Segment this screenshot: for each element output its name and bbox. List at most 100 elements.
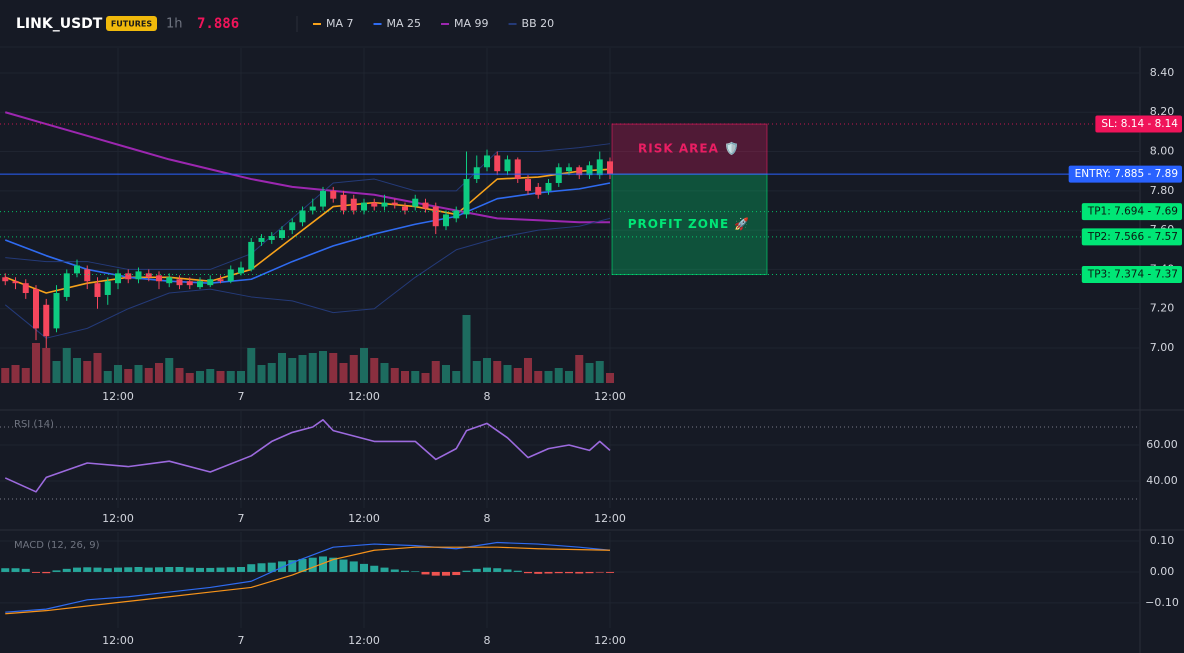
- x-tick-label: 12:00: [348, 512, 380, 525]
- x-tick-label: 8: [484, 634, 491, 647]
- candle-body: [43, 304, 50, 337]
- zone-label: RISK AREA 🛡️: [638, 142, 740, 156]
- candle-body: [371, 202, 378, 207]
- macd-bar: [462, 570, 471, 572]
- volume-bar: [585, 363, 594, 383]
- x-tick-label: 8: [484, 512, 491, 525]
- volume-bar: [370, 358, 379, 383]
- volume-bar: [62, 348, 71, 383]
- volume-bar: [247, 348, 256, 383]
- macd-bar: [360, 563, 368, 572]
- volume-bar: [185, 373, 194, 383]
- candle-body: [514, 159, 521, 180]
- volume-bar: [380, 363, 389, 383]
- candle-body: [586, 165, 593, 176]
- macd-bar: [575, 571, 584, 574]
- volume-bar: [42, 348, 51, 383]
- macd-bar: [298, 558, 307, 572]
- macd-line: [5, 546, 611, 615]
- candle-body: [525, 179, 531, 191]
- macd-bar: [349, 561, 358, 572]
- macd-bar: [288, 560, 297, 572]
- volume-bar: [575, 355, 584, 383]
- volume-bar: [390, 368, 399, 383]
- candle-body: [566, 167, 572, 172]
- macd-bar: [124, 567, 133, 572]
- volume-bar: [452, 371, 461, 383]
- volume-bar: [93, 353, 102, 383]
- y-tick-label: 7.80: [1150, 184, 1175, 197]
- candle-body: [166, 277, 173, 284]
- macd-bar: [308, 557, 317, 572]
- x-tick-label: 12:00: [594, 390, 626, 403]
- y-tick-label: 0.10: [1150, 534, 1175, 547]
- x-tick-label: 12:00: [594, 634, 626, 647]
- badge-bg: [106, 16, 157, 31]
- candle-body: [145, 273, 152, 278]
- macd-bar: [144, 567, 153, 572]
- volume-bar: [411, 371, 420, 383]
- pane-title: MACD (12, 26, 9): [14, 540, 100, 551]
- x-tick-label: 12:00: [594, 512, 626, 525]
- macd-bar: [175, 566, 184, 572]
- volume-bar: [175, 368, 184, 383]
- candle-body: [422, 202, 429, 209]
- macd-bar: [524, 571, 532, 574]
- candle-body: [104, 281, 111, 295]
- macd-bar: [554, 571, 563, 574]
- volume-bar: [544, 371, 553, 383]
- macd-bar: [134, 566, 143, 572]
- macd-bar: [52, 570, 61, 572]
- candle-body: [309, 206, 316, 211]
- interval[interactable]: 1h: [166, 17, 183, 32]
- volume-bar: [298, 355, 307, 383]
- candle-body: [607, 161, 613, 174]
- candle-body: [217, 279, 224, 282]
- candle-body: [402, 206, 408, 211]
- volume-bar: [1, 368, 10, 383]
- volume-bar: [267, 363, 276, 383]
- macd-bar: [32, 571, 40, 573]
- macd-bar: [42, 571, 51, 574]
- x-tick-label: 8: [484, 390, 491, 403]
- level-label-bg: [1081, 228, 1182, 246]
- macd-bar: [390, 569, 399, 572]
- candle-body: [299, 210, 306, 223]
- macd-bar: [421, 571, 430, 575]
- candle-body: [33, 289, 39, 329]
- candle-body: [84, 269, 91, 282]
- candle-body: [207, 279, 214, 286]
- x-tick-label: 7: [238, 390, 245, 403]
- y-tick-label: 7.00: [1150, 341, 1175, 354]
- volume-bar: [513, 368, 522, 383]
- candle-body: [125, 273, 132, 280]
- candle-body: [494, 155, 501, 172]
- candle-body: [443, 214, 449, 227]
- y-tick-label: 0.00: [1150, 565, 1175, 578]
- level-label: SL: 8.14 - 8.14: [1101, 118, 1178, 130]
- legend-label: MA 7: [326, 17, 354, 30]
- macd-bar: [544, 571, 553, 574]
- macd-bar: [1, 568, 10, 572]
- macd-bar: [73, 567, 81, 572]
- volume-bar: [442, 365, 450, 383]
- volume-bar: [196, 371, 204, 383]
- x-tick-label: 12:00: [102, 390, 134, 403]
- x-tick-label: 7: [238, 634, 245, 647]
- zone: [611, 173, 768, 276]
- volume-bar: [401, 371, 409, 383]
- y-tick-label: 7.20: [1150, 302, 1175, 315]
- legend-label: MA 25: [387, 17, 422, 30]
- volume-bar: [606, 373, 614, 383]
- macd-bar: [452, 571, 461, 576]
- volume-bar: [431, 361, 440, 383]
- macd-bar: [206, 567, 215, 572]
- candle-body: [555, 167, 562, 183]
- macd-bar: [401, 570, 409, 572]
- volume-bar: [462, 315, 471, 383]
- x-tick-label: 12:00: [102, 512, 134, 525]
- candle-body: [330, 190, 337, 199]
- volume-bar: [493, 361, 502, 383]
- macd-bar: [165, 566, 174, 572]
- macd-bar: [329, 557, 338, 572]
